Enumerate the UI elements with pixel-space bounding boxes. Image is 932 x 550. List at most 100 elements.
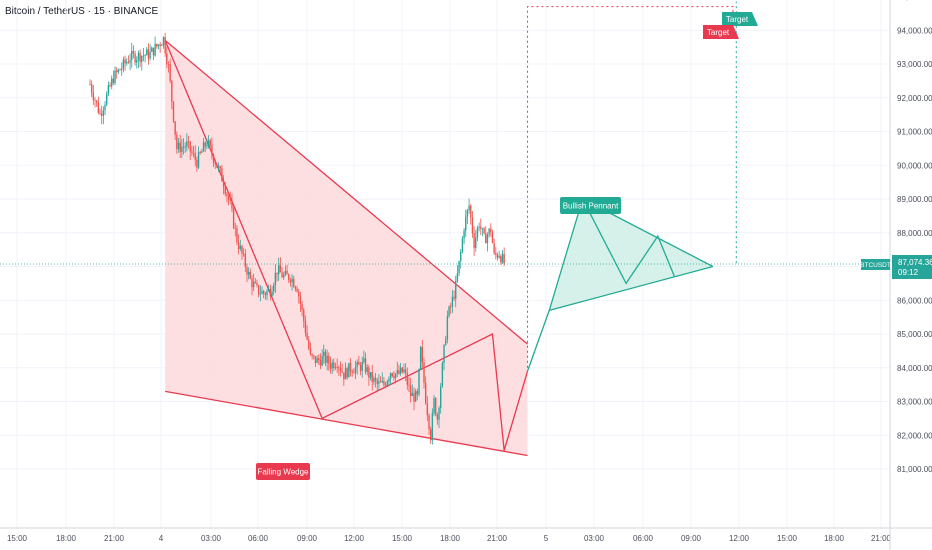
candle	[503, 253, 505, 264]
candle	[257, 285, 260, 295]
candle	[461, 238, 464, 252]
candle	[431, 413, 434, 441]
candle	[328, 355, 330, 364]
candle	[303, 309, 305, 321]
x-tick-label: 06:00	[248, 534, 269, 543]
candle	[354, 366, 357, 373]
pennant-zigzag	[526, 197, 676, 372]
candle	[291, 278, 293, 283]
candle	[334, 367, 337, 368]
candle	[366, 367, 368, 372]
candle	[336, 367, 338, 368]
candle	[391, 373, 393, 377]
candle	[273, 285, 275, 292]
candle	[154, 43, 156, 56]
candle	[384, 385, 387, 386]
candle	[139, 52, 141, 62]
chart-patterns	[164, 1, 737, 457]
candle	[229, 199, 231, 201]
candle	[344, 368, 347, 380]
y-tick-label: 89,000.00	[897, 195, 932, 204]
candle	[496, 254, 499, 258]
candle	[174, 121, 176, 135]
falling-wedge-area	[165, 40, 528, 456]
candle	[428, 415, 430, 430]
candle	[136, 59, 138, 63]
candle	[383, 380, 385, 386]
y-tick-label: 86,000.00	[897, 296, 932, 305]
candle	[326, 355, 328, 363]
bullish-pennant-label-bg	[560, 197, 621, 214]
y-tick-label: 91,000.00	[897, 128, 932, 137]
candle	[399, 367, 402, 374]
candle	[127, 61, 130, 63]
candle	[197, 152, 200, 168]
candle	[247, 271, 250, 275]
candle	[443, 344, 445, 363]
y-tick-label: 95,000.00	[897, 0, 932, 2]
candle	[219, 166, 221, 169]
candle	[157, 44, 160, 47]
candle	[316, 358, 318, 363]
candle	[227, 195, 230, 200]
candle	[323, 351, 325, 356]
candle	[453, 296, 455, 299]
candle	[369, 372, 372, 378]
candle	[209, 140, 211, 146]
candle	[440, 386, 442, 408]
candle	[269, 288, 272, 297]
candle	[107, 85, 110, 94]
candle	[141, 56, 143, 62]
symbol-badge-bg	[861, 258, 890, 270]
candle	[413, 392, 415, 402]
candle	[361, 361, 363, 371]
candle	[89, 84, 91, 86]
target-flag-wedge: Target	[703, 25, 739, 39]
candle	[222, 181, 225, 187]
candle	[478, 226, 480, 228]
candle	[403, 369, 405, 373]
candle	[207, 140, 210, 146]
candle	[486, 234, 489, 244]
candle	[313, 355, 315, 357]
candle	[106, 93, 108, 105]
candle	[164, 37, 166, 54]
candle	[211, 145, 213, 155]
x-tick-label: 18:00	[56, 534, 77, 543]
candle	[490, 228, 492, 233]
candle	[131, 50, 133, 61]
candle	[398, 370, 400, 374]
candle	[201, 151, 203, 153]
candle	[182, 146, 185, 148]
candle	[466, 210, 469, 217]
candle	[234, 227, 236, 229]
y-tick-label: 82,000.00	[897, 431, 932, 440]
candle	[378, 381, 380, 384]
candle	[341, 371, 343, 373]
price-badge-bg	[892, 254, 932, 279]
candle	[455, 281, 457, 299]
candle	[95, 100, 98, 103]
candle	[501, 253, 504, 263]
candle	[102, 110, 105, 116]
y-tick-label: 92,000.00	[897, 94, 932, 103]
candle	[414, 391, 417, 402]
candle	[409, 385, 412, 397]
candle	[373, 377, 375, 382]
candle	[445, 339, 447, 345]
candle	[256, 282, 258, 286]
candle	[186, 141, 188, 147]
candle	[351, 371, 353, 373]
candle	[142, 55, 145, 57]
candle	[279, 265, 282, 273]
x-tick-label: 4	[159, 534, 164, 543]
candle	[184, 146, 186, 148]
candle	[199, 152, 201, 154]
candle	[151, 47, 153, 52]
candle	[176, 134, 178, 150]
candle	[294, 286, 297, 289]
candle	[359, 364, 362, 371]
candle	[333, 362, 335, 368]
candle	[393, 376, 395, 379]
